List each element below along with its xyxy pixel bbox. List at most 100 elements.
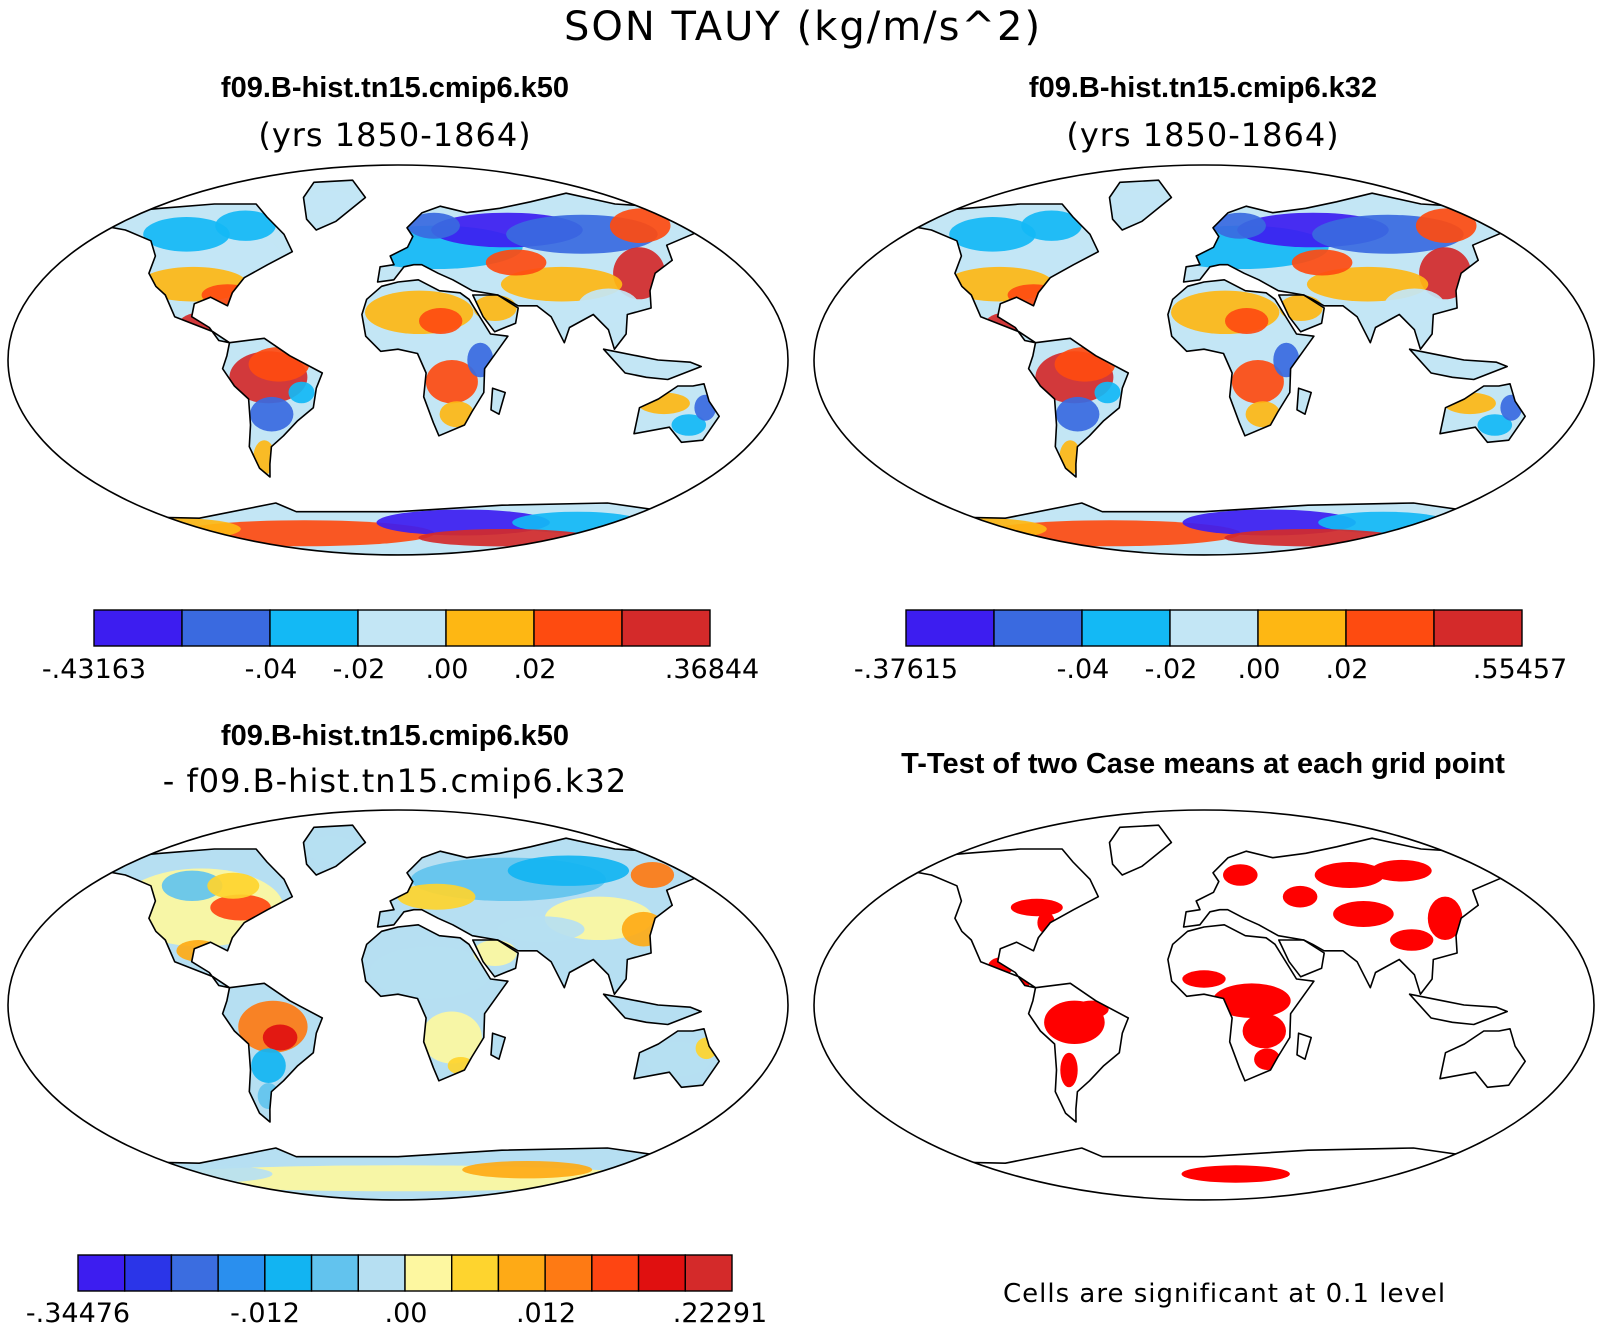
field-patch	[1074, 1000, 1109, 1018]
map-body	[814, 810, 1594, 1200]
coastline-madagascar	[1296, 1032, 1312, 1060]
cbar1-label-3: .00	[425, 654, 469, 685]
map-panel-3	[7, 809, 789, 1201]
field-patch	[418, 529, 592, 547]
field-patch	[485, 249, 547, 276]
field-patch	[630, 862, 675, 888]
land-madagascar	[1297, 1033, 1312, 1060]
coastline-greenland	[302, 179, 367, 231]
map-panel-1	[7, 164, 789, 556]
field-patch	[671, 414, 707, 436]
colorbar-swatch	[170, 1254, 219, 1292]
land-northAmerica	[908, 849, 1099, 988]
coastline-madagascar	[1296, 387, 1312, 415]
field-patch	[1224, 529, 1398, 547]
colorbar-panel-3	[77, 1254, 733, 1292]
cbar1-label-1: -.04	[244, 654, 298, 685]
colorbar-swatch	[77, 1254, 126, 1292]
coastline-southAmerica	[1027, 337, 1130, 478]
coastline-northAmerica	[907, 203, 1100, 344]
land-field	[903, 180, 1526, 555]
colorbar-panel-2	[905, 609, 1523, 647]
map-border	[7, 164, 789, 556]
colorbar-swatch	[497, 1254, 546, 1292]
colorbar-swatch	[181, 609, 271, 647]
land-greenland	[1109, 825, 1172, 875]
field-patch	[1390, 929, 1434, 951]
field-patch	[462, 1161, 593, 1179]
field-patch	[250, 396, 294, 432]
panel-3-title: f09.B-hist.tn15.cmip6.k50	[220, 720, 570, 752]
colorbar-swatch	[993, 609, 1083, 647]
field-patch	[1056, 396, 1100, 432]
field-patch	[397, 883, 476, 910]
field-patch	[1477, 414, 1513, 436]
field-patch	[1111, 191, 1164, 217]
coastline-northAmerica	[101, 848, 294, 989]
field-patch	[507, 855, 630, 886]
field-patch	[305, 191, 358, 217]
coastline-africa	[1167, 279, 1315, 437]
field-patch	[305, 836, 358, 862]
colorbar-swatch	[591, 1254, 640, 1292]
cbar3-label-3: .012	[515, 1298, 577, 1329]
field-patch	[1181, 1165, 1290, 1183]
land-madagascar	[491, 388, 506, 415]
coastline-indonesia	[602, 993, 702, 1026]
field-patch	[1182, 509, 1356, 536]
colorbar-swatch	[1345, 609, 1435, 647]
coastline-antarctica	[96, 502, 700, 555]
field-patch	[110, 518, 241, 540]
field-patch	[1282, 885, 1318, 908]
field-patch	[916, 518, 1047, 540]
cbar2-label-5: .55457	[1472, 654, 1568, 685]
colorbar-swatch	[357, 1254, 406, 1292]
coastline-madagascar	[490, 1032, 506, 1060]
field-patch	[949, 217, 1036, 252]
cbar2-label-4: .02	[1325, 654, 1369, 685]
colorbar-swatch	[451, 1254, 500, 1292]
field-patch	[609, 208, 671, 243]
colorbar-swatch	[905, 609, 995, 647]
coastline-africa	[1167, 924, 1315, 1082]
colorbar-swatch	[217, 1254, 266, 1292]
cbar1-label-2: -.02	[332, 654, 386, 685]
colorbar-swatch	[445, 609, 535, 647]
cbar3-label-4: .22291	[672, 1298, 768, 1329]
land-madagascar	[491, 1033, 506, 1060]
coastline-southAmerica	[221, 337, 324, 478]
field-patch	[207, 872, 260, 899]
field-patch	[143, 217, 230, 252]
field-patch	[1213, 212, 1266, 239]
field-patch	[473, 940, 517, 966]
cbar3-label-2: .00	[384, 1298, 428, 1329]
cbar3-label-1: -.012	[230, 1298, 300, 1329]
field-patch	[1242, 1013, 1286, 1049]
field-patch	[425, 360, 478, 404]
field-patch	[288, 381, 315, 404]
coastline-northAmerica	[907, 848, 1100, 989]
colorbar-swatch	[357, 609, 447, 647]
land-indonesia	[603, 994, 702, 1025]
field-patch	[1021, 210, 1082, 241]
land-indonesia	[1409, 349, 1508, 380]
coastline-madagascar	[490, 387, 506, 415]
field-patch	[419, 308, 463, 334]
coastline-antarctica	[902, 502, 1506, 555]
coastline-australia	[1439, 1028, 1526, 1089]
cbar1-label-5: .36844	[664, 654, 760, 685]
coastline-arabia	[1278, 294, 1325, 333]
field-patch	[1225, 308, 1269, 334]
map-panel-2	[813, 164, 1595, 556]
panel-2-title: f09.B-hist.tn15.cmip6.k32	[1028, 72, 1378, 104]
land-indonesia	[603, 349, 702, 380]
coastline-indonesia	[1408, 993, 1508, 1026]
colorbar-swatch	[533, 609, 623, 647]
map-border	[7, 809, 789, 1201]
coastline-africa	[361, 279, 509, 437]
cbar2-label-2: -.02	[1144, 654, 1198, 685]
cbar1-label-0: -.43163	[41, 654, 147, 685]
field-patch	[1204, 336, 1291, 363]
field-patch	[376, 509, 550, 536]
colorbar-swatch	[310, 1254, 359, 1292]
